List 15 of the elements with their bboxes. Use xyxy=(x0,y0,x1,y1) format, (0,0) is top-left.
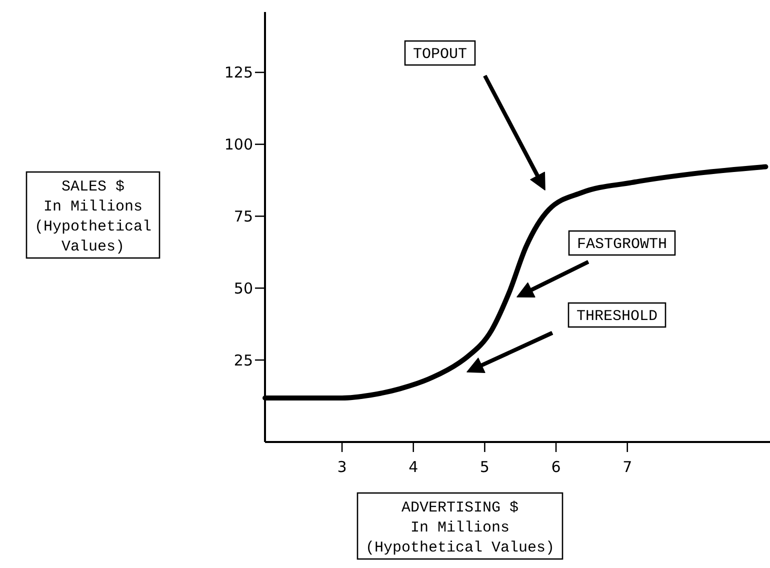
y-axis-title: SALES $ In Millions (Hypothetical Values) xyxy=(34,178,152,256)
y-tick-label: 50 xyxy=(234,279,253,298)
x-tick-label: 3 xyxy=(337,458,347,476)
x-tick-label: 6 xyxy=(551,458,561,476)
x-tick-label: 7 xyxy=(622,458,632,476)
annotation: FASTGROWTH xyxy=(576,236,668,254)
y-tick-label: 75 xyxy=(234,207,253,226)
y-tick-label: 25 xyxy=(234,351,253,370)
x-tick-label: 5 xyxy=(480,458,490,476)
y-tick-label: 100 xyxy=(224,136,253,154)
x-tick-label: 4 xyxy=(408,458,418,476)
annotation: TOPOUT xyxy=(412,46,468,64)
y-tick-label: 125 xyxy=(224,64,253,82)
annotation: THRESHOLD xyxy=(576,308,658,326)
x-axis-title: ADVERTISING $ In Millions (Hypothetical Values) xyxy=(365,500,555,557)
